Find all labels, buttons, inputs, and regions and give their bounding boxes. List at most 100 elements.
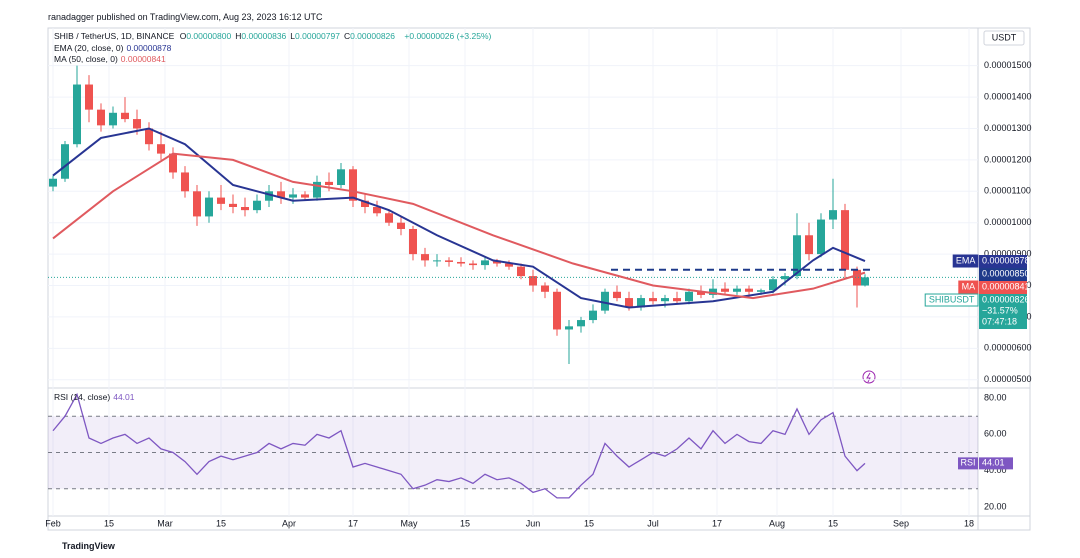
candle-body xyxy=(637,298,645,308)
candle-body xyxy=(229,203,237,207)
candle-body xyxy=(325,181,333,186)
ohlc-key: H xyxy=(235,31,242,41)
candle-body xyxy=(421,254,429,261)
candle-body xyxy=(337,169,345,186)
candle-body xyxy=(445,260,453,262)
tag-name: RSI xyxy=(960,458,975,468)
x-tick-label: 15 xyxy=(460,518,470,528)
candle-body xyxy=(565,326,573,330)
candle-body xyxy=(661,298,669,302)
candle-body xyxy=(277,191,285,198)
x-tick-label: Jul xyxy=(647,518,659,528)
currency-box[interactable] xyxy=(983,30,1025,46)
candle-body xyxy=(517,266,525,277)
candle-body xyxy=(781,276,789,280)
candle-body xyxy=(757,290,765,292)
y-tick-label: 80.00 xyxy=(984,392,1007,402)
candle-body xyxy=(601,291,609,311)
candle-body xyxy=(121,112,129,120)
candle-body xyxy=(853,269,861,286)
ma-legend-value: 0.00000841 xyxy=(120,54,166,64)
x-tick-label: Mar xyxy=(157,518,173,528)
ohlc-value: 0.00000800 xyxy=(186,31,232,41)
x-tick-label: 17 xyxy=(712,518,722,528)
price-tag xyxy=(979,268,1027,282)
currency: USDT xyxy=(992,32,1017,42)
candle-body xyxy=(205,197,213,217)
ma-legend-name: MA (50, close, 0) xyxy=(54,54,118,64)
tag-name: EMA xyxy=(956,255,976,265)
x-tick-label: Apr xyxy=(282,518,296,528)
x-tick-label: Aug xyxy=(769,518,785,528)
candle-body xyxy=(145,128,153,145)
candle-body xyxy=(73,84,81,145)
rsi-legend-name: RSI (14, close) xyxy=(54,392,111,402)
x-tick-label: Sep xyxy=(893,518,909,528)
x-tick-label: May xyxy=(400,518,418,528)
y-tick-label: 0.00000600 xyxy=(984,343,1032,353)
candle-body xyxy=(805,235,813,255)
candle-body xyxy=(745,288,753,292)
footer-text: TradingView xyxy=(62,541,115,551)
price-tag-text: 0.00000878 xyxy=(982,255,1030,265)
price-tag-text: 0.00000826 xyxy=(982,294,1030,304)
rsi-legend-value: 44.01 xyxy=(113,392,135,402)
price-tag-text: 07:47:18 xyxy=(982,316,1017,326)
candle-body xyxy=(589,310,597,321)
event-icon-bolt xyxy=(866,372,871,383)
price-tag xyxy=(979,255,1027,269)
candle-body xyxy=(253,200,261,211)
candle-body xyxy=(721,288,729,292)
ma-line xyxy=(52,127,866,309)
candle-body xyxy=(265,191,273,201)
price-tag xyxy=(979,281,1027,295)
rsi-legend: RSI (14, close) 44.01 xyxy=(54,392,138,402)
candle-body xyxy=(673,298,681,302)
candle-body xyxy=(553,291,561,330)
x-tick-label: Jun xyxy=(526,518,541,528)
candle-body xyxy=(385,213,393,223)
ma-line xyxy=(52,152,866,300)
candle-body xyxy=(241,207,249,211)
y-tick-label: 0.00001400 xyxy=(984,91,1032,101)
tag-name-box xyxy=(924,293,979,307)
price-tag xyxy=(979,294,1027,330)
y-tick-label: 0.00001000 xyxy=(984,217,1032,227)
candle-body xyxy=(133,119,141,129)
candle-body xyxy=(433,260,441,262)
change: +0.00000026 (+3.25%) xyxy=(404,31,492,41)
candle-body xyxy=(861,277,869,286)
y-tick-label: 0.00001500 xyxy=(984,60,1032,70)
symbol: SHIB / TetherUS, 1D, BINANCE xyxy=(54,31,175,41)
candle-body xyxy=(817,219,825,255)
ohlc: O0.00000800 H0.00000836 L0.00000797 C0.0000… xyxy=(180,31,399,41)
y-tick-label: 0.00000500 xyxy=(984,374,1032,384)
candle-body xyxy=(181,172,189,192)
footer: TradingView xyxy=(62,541,115,551)
candle-body xyxy=(397,222,405,229)
tag-name: SHIBUSDT xyxy=(929,294,975,304)
price-tag-text: −31.57% xyxy=(982,305,1018,315)
candle-body xyxy=(649,298,657,302)
x-tick-label: 15 xyxy=(584,518,594,528)
candle-body xyxy=(613,291,621,299)
candle-body xyxy=(625,298,633,308)
y-tick-label: 0.00001300 xyxy=(984,123,1032,133)
candle-body xyxy=(217,197,225,204)
y-tick-label: 0.00001200 xyxy=(984,154,1032,164)
candle-body xyxy=(361,200,369,207)
candle-body xyxy=(109,112,117,126)
event-icon[interactable] xyxy=(862,370,876,384)
ohlc-key: L xyxy=(290,31,296,41)
candle-body xyxy=(193,191,201,217)
candle-body xyxy=(85,84,93,110)
candle-body xyxy=(469,263,477,266)
candle-body xyxy=(697,291,705,295)
ema-legend: EMA (20, close, 0) 0.00000878 xyxy=(54,43,174,53)
tag-name-box xyxy=(958,457,978,470)
candle-body xyxy=(685,291,693,302)
y-tick-label: 60.00 xyxy=(984,429,1007,439)
frame xyxy=(47,27,1031,531)
